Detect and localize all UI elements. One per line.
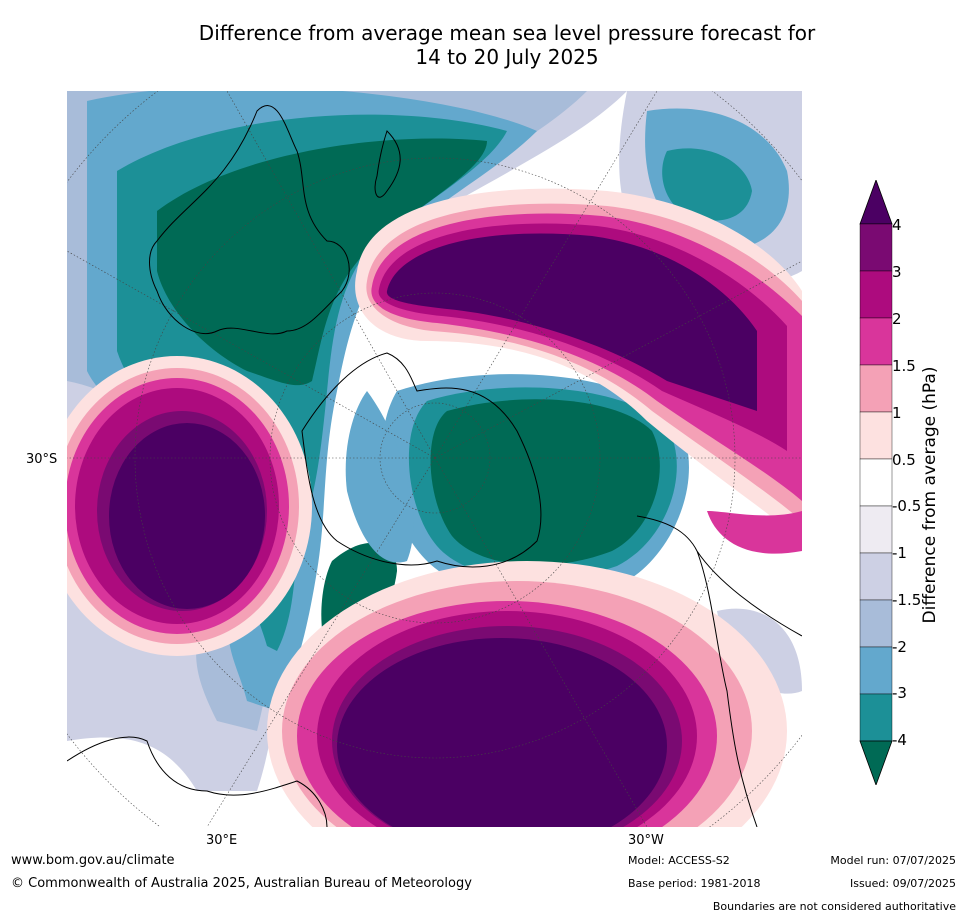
colorbar-tick-label: -2 xyxy=(892,638,907,656)
copyright-text: © Commonwealth of Australia 2025, Austra… xyxy=(11,876,472,891)
colorbar-segment xyxy=(859,646,893,695)
latitude-label-30s: 30°S xyxy=(26,452,58,467)
colorbar-segment xyxy=(859,693,893,742)
colorbar-tick-label: 0.5 xyxy=(892,451,916,469)
negative-anomaly-region-east xyxy=(345,91,802,694)
coastlines xyxy=(67,105,802,827)
colorbar-title: Difference from average (hPa) xyxy=(920,366,940,624)
colorbar-tick-label: 3 xyxy=(892,263,902,281)
model-text: Model: ACCESS-S2 xyxy=(628,854,730,867)
colorbar-tick-label: 4 xyxy=(892,216,902,234)
colorbar-segment xyxy=(859,599,893,648)
map-title-line-2: 14 to 20 July 2025 xyxy=(415,45,599,69)
longitude-label-30e: 30°E xyxy=(206,833,238,848)
colorbar xyxy=(859,180,893,785)
colorbar-segment xyxy=(859,458,893,507)
colorbar-segment xyxy=(859,552,893,601)
colorbar-segment xyxy=(859,364,893,413)
antarctica-coastline xyxy=(301,352,542,568)
south-america-coastline xyxy=(636,515,802,827)
colorbar-segment xyxy=(859,505,893,554)
longitude-label-30w: 30°W xyxy=(628,833,664,848)
colorbar-segment xyxy=(859,223,893,272)
website-link[interactable]: www.bom.gov.au/climate xyxy=(11,853,175,868)
base-period-text: Base period: 1981-2018 xyxy=(628,877,761,890)
colorbar-tick-label: -3 xyxy=(892,684,907,702)
pressure-anomaly-map xyxy=(67,91,802,827)
africa-coastline xyxy=(67,736,328,827)
colorbar-segment xyxy=(859,411,893,460)
new-zealand-coastline xyxy=(374,130,401,198)
colorbar-tick-label: -1 xyxy=(892,544,907,562)
colorbar-tick-label: 1 xyxy=(892,404,902,422)
colorbar-extension-max xyxy=(859,180,893,225)
colorbar-segment xyxy=(859,317,893,366)
colorbar-tick-label: 1.5 xyxy=(892,357,916,375)
australia-coastline xyxy=(149,105,350,335)
map-title-line-1: Difference from average mean sea level p… xyxy=(198,21,816,45)
graticule xyxy=(67,91,802,827)
positive-anomaly-region-south xyxy=(267,561,787,827)
disclaimer-text: Boundaries are not considered authoritat… xyxy=(712,900,956,913)
colorbar-extension-min xyxy=(859,740,893,785)
colorbar-tick-label: -1.5 xyxy=(892,591,922,609)
colorbar-segment xyxy=(859,270,893,319)
positive-anomaly-band-north xyxy=(355,188,802,554)
positive-anomaly-region-west xyxy=(67,356,312,656)
colorbar-tick-label: 2 xyxy=(892,310,902,328)
issued-text: Issued: 09/07/2025 xyxy=(849,877,956,890)
colorbar-tick-label: -4 xyxy=(892,731,907,749)
model-run-text: Model run: 07/07/2025 xyxy=(830,854,956,867)
colorbar-tick-label: -0.5 xyxy=(892,497,922,515)
